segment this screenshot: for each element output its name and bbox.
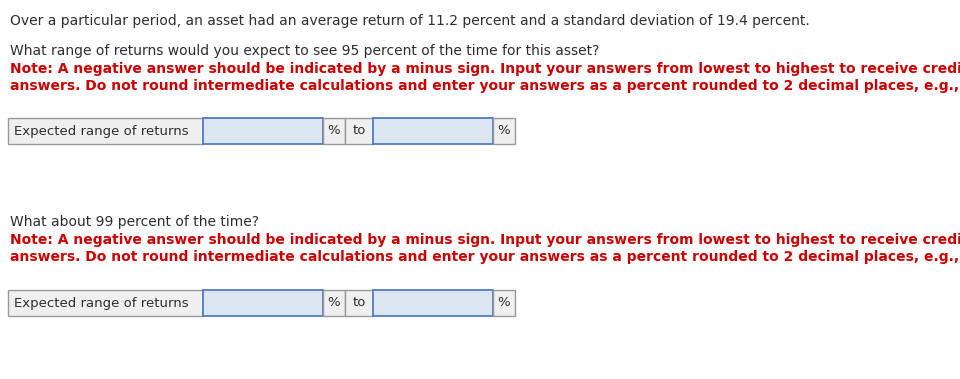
Text: Expected range of returns: Expected range of returns xyxy=(14,124,188,138)
FancyBboxPatch shape xyxy=(345,118,373,144)
Text: %: % xyxy=(497,296,511,310)
Text: to: to xyxy=(352,124,366,138)
Text: %: % xyxy=(327,124,340,138)
Text: %: % xyxy=(497,124,511,138)
Text: Over a particular period, an asset had an average return of 11.2 percent and a s: Over a particular period, an asset had a… xyxy=(10,14,809,28)
FancyBboxPatch shape xyxy=(323,118,345,144)
Text: answers. Do not round intermediate calculations and enter your answers as a perc: answers. Do not round intermediate calcu… xyxy=(10,79,960,93)
FancyBboxPatch shape xyxy=(203,118,323,144)
FancyBboxPatch shape xyxy=(493,290,515,316)
FancyBboxPatch shape xyxy=(493,118,515,144)
FancyBboxPatch shape xyxy=(373,290,493,316)
Text: answers. Do not round intermediate calculations and enter your answers as a perc: answers. Do not round intermediate calcu… xyxy=(10,250,960,264)
FancyBboxPatch shape xyxy=(203,290,323,316)
FancyBboxPatch shape xyxy=(8,118,203,144)
Text: Note: A negative answer should be indicated by a minus sign. Input your answers : Note: A negative answer should be indica… xyxy=(10,233,960,247)
Text: What range of returns would you expect to see 95 percent of the time for this as: What range of returns would you expect t… xyxy=(10,44,599,58)
Text: Note: A negative answer should be indicated by a minus sign. Input your answers : Note: A negative answer should be indica… xyxy=(10,62,960,76)
FancyBboxPatch shape xyxy=(345,290,373,316)
FancyBboxPatch shape xyxy=(373,118,493,144)
Text: What about 99 percent of the time?: What about 99 percent of the time? xyxy=(10,215,259,229)
FancyBboxPatch shape xyxy=(323,290,345,316)
Text: Expected range of returns: Expected range of returns xyxy=(14,296,188,310)
FancyBboxPatch shape xyxy=(8,290,203,316)
Text: to: to xyxy=(352,296,366,310)
Text: %: % xyxy=(327,296,340,310)
